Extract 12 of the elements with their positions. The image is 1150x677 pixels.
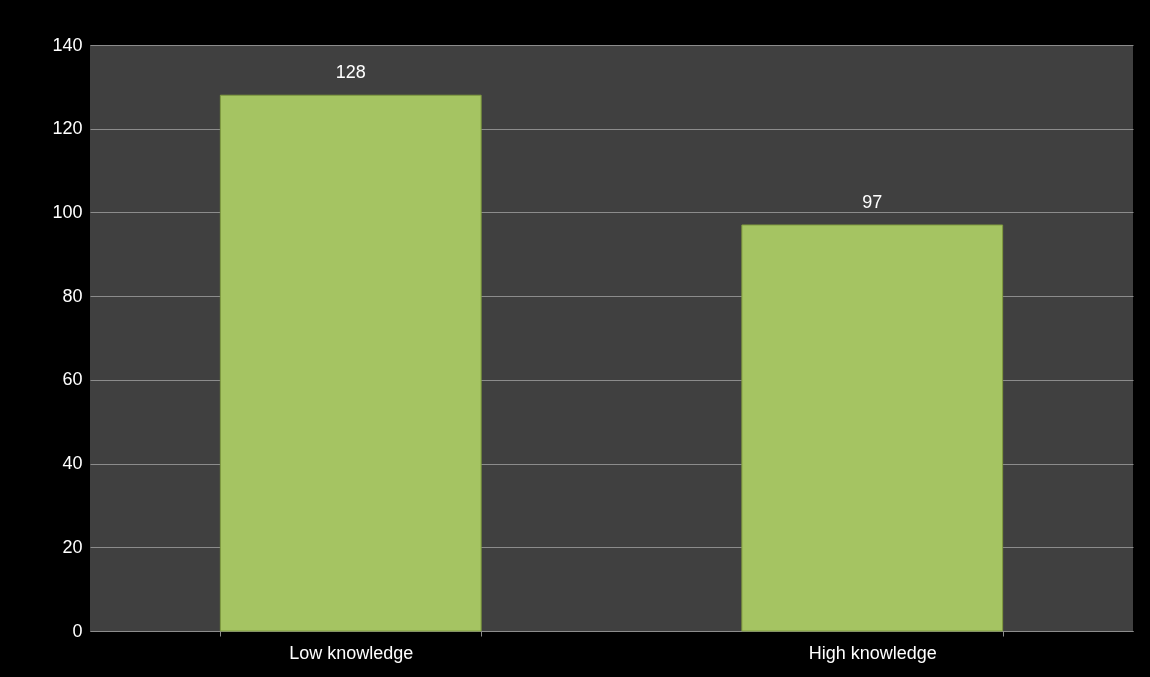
y-tick-label: 40 [62, 453, 83, 474]
data-label: 97 [862, 191, 883, 212]
y-tick-label: 20 [62, 536, 83, 557]
y-tick-label: 140 [52, 34, 83, 55]
y-tick-label: 0 [72, 620, 83, 641]
y-tick-label: 120 [52, 118, 83, 139]
x-tick-label: High knowledge [808, 642, 937, 663]
y-tick-label: 100 [52, 201, 83, 222]
y-tick-label: 60 [62, 369, 83, 390]
y-tick-label: 80 [62, 285, 83, 306]
x-tick-label: Low knowledge [289, 642, 414, 663]
data-label: 128 [335, 62, 366, 83]
